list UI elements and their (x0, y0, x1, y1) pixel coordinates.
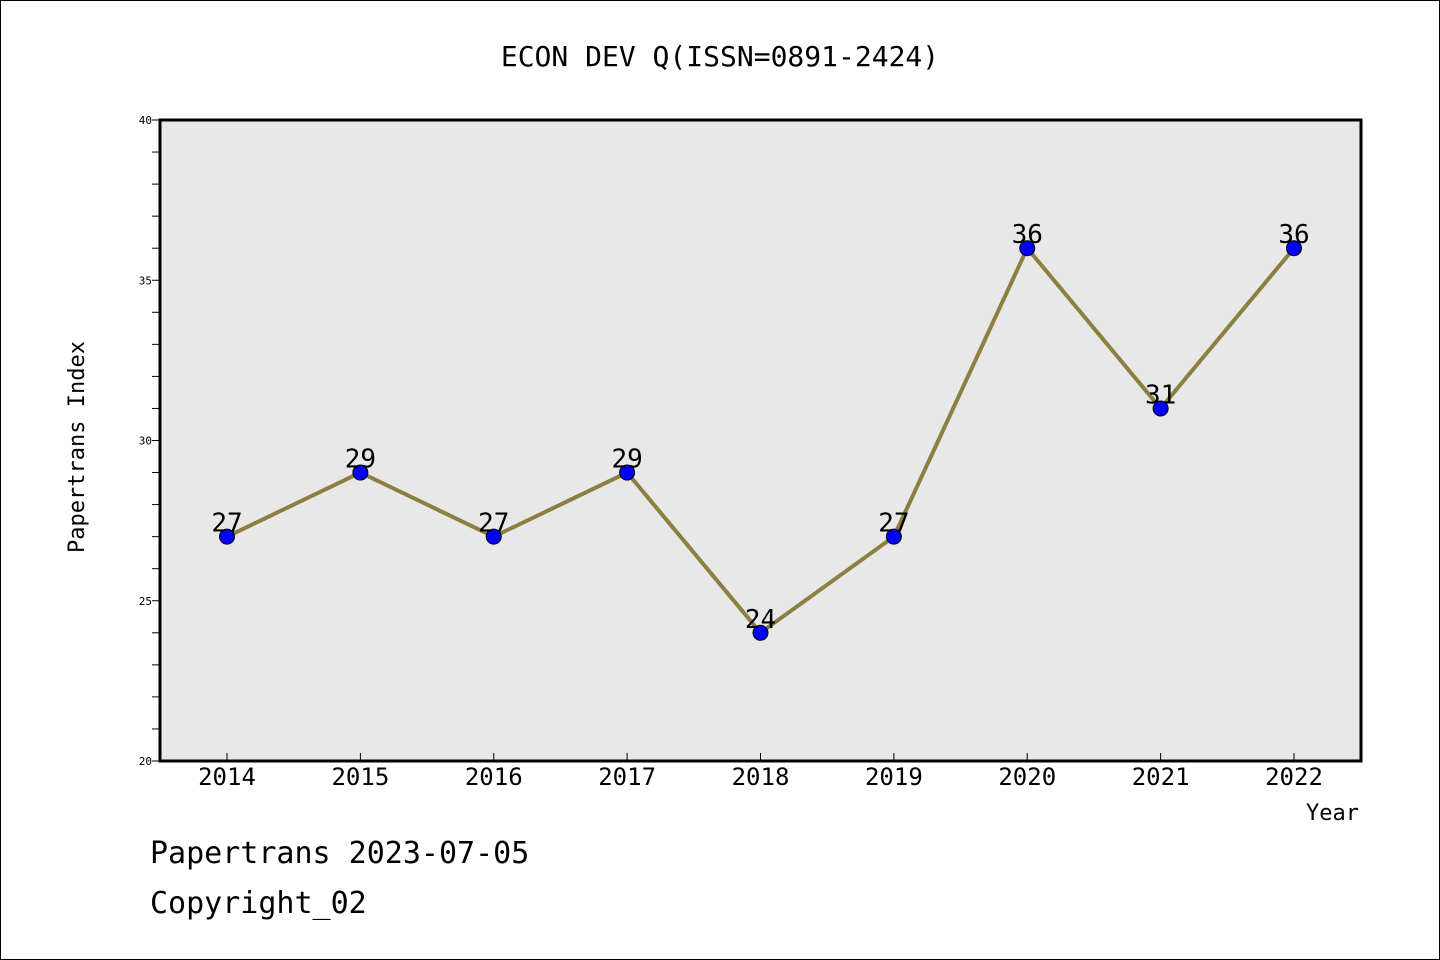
x-tick-label: 2017 (598, 763, 656, 791)
x-tick-label: 2019 (865, 763, 923, 791)
y-tick-label: 30 (139, 435, 152, 448)
data-label: 24 (745, 605, 776, 635)
y-axis: 20 25 30 35 40 (139, 114, 160, 768)
plot-area (158, 118, 1363, 763)
footer-copyright: Copyright_02 (150, 886, 367, 921)
y-tick-label: 40 (139, 114, 152, 127)
data-point (1019, 240, 1036, 257)
chart-title: ECON DEV Q(ISSN=0891-2424) (501, 40, 939, 73)
data-point (1152, 400, 1169, 417)
data-point (1286, 240, 1302, 257)
x-axis-label: Year (1306, 801, 1359, 826)
x-tick-label: 2021 (1132, 763, 1190, 791)
data-point (352, 464, 369, 481)
x-tick-label: 2022 (1265, 763, 1323, 791)
data-label: 27 (211, 509, 242, 539)
data-label: 31 (1145, 380, 1176, 410)
data-label: 27 (878, 509, 909, 539)
data-label: 36 (1278, 220, 1309, 250)
y-tick-label: 35 (139, 274, 152, 287)
data-label: 29 (345, 445, 376, 475)
data-point (885, 528, 902, 545)
data-point (619, 464, 636, 481)
x-tick-label: 2018 (732, 763, 790, 791)
data-point (752, 624, 769, 641)
data-label: 29 (611, 445, 642, 475)
y-tick-label: 25 (139, 595, 152, 608)
x-axis: 2014 2015 2016 2017 2018 2019 2020 2021 2022 (198, 753, 1323, 791)
x-tick-label: 2014 (198, 763, 256, 791)
x-tick-label: 2015 (331, 763, 389, 791)
data-label: 27 (478, 509, 509, 539)
data-point (219, 528, 235, 545)
footer-date: Papertrans 2023-07-05 (150, 836, 530, 871)
y-tick-label: 20 (139, 755, 152, 768)
data-label: 36 (1012, 220, 1043, 250)
series-layer: 27 29 27 29 24 27 36 31 36 (211, 220, 1310, 641)
data-point (485, 528, 502, 545)
x-tick-label: 2016 (465, 763, 523, 791)
x-tick-label: 2020 (998, 763, 1056, 791)
y-axis-label: Papertrans Index (65, 341, 90, 553)
